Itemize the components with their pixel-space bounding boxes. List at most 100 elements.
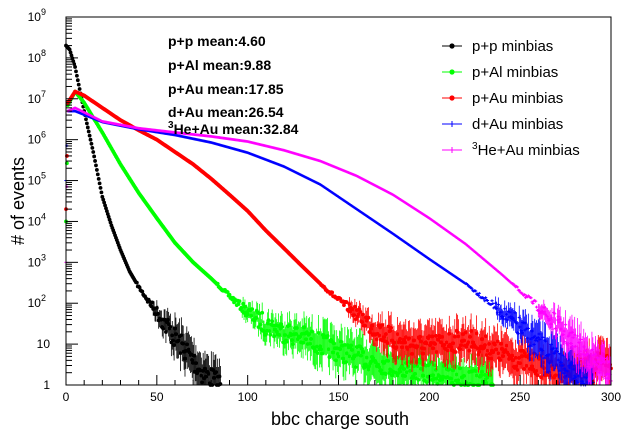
x-axis-title: bbc charge south [271,409,409,429]
data-point [155,311,160,316]
data-point [433,334,438,338]
data-point [364,355,369,360]
data-point [366,315,371,320]
data-point [347,302,352,306]
data-point [338,347,343,352]
legend-entry-4: 3He+Au minbias [442,141,580,159]
data-point [176,338,181,343]
data-point [405,347,410,352]
legend-entry-3: d+Au minbias [442,116,563,133]
data-point [432,363,437,368]
data-point [487,342,492,346]
data-point [74,69,78,74]
data-point [419,339,424,344]
data-point [459,343,464,348]
data-point [369,327,374,331]
data-point [477,350,482,354]
data-point [93,159,97,163]
x-tick-label: 0 [63,390,70,404]
data-point [344,351,349,356]
data-point [474,331,479,336]
data-point [164,330,168,334]
data-point [418,334,423,339]
data-point [535,373,540,378]
data-point [458,347,463,352]
annotation-heau-mean: 3He+Au mean:32.84 [168,120,299,137]
data-point [402,374,407,378]
data-point [245,312,250,317]
data-point [101,197,106,202]
data-point [88,137,93,142]
data-point [325,333,330,338]
data-point [498,358,503,362]
annotation-pal-mean: p+Al mean:9.88 [168,57,271,73]
data-point [467,348,472,353]
data-point [341,356,345,361]
data-point [237,299,242,304]
data-point [99,190,104,195]
data-point [92,154,97,159]
data-point [520,354,524,359]
series-4 [64,106,613,385]
data-point [165,317,170,322]
data-point [71,59,76,64]
data-point [504,343,509,348]
data-point [412,371,417,376]
data-point [374,337,379,342]
data-point [449,345,454,349]
data-point [178,351,183,355]
data-point [315,351,320,356]
data-point [350,348,355,352]
data-point [474,373,479,378]
data-point [456,334,461,339]
data-point [184,342,189,347]
data-point [67,47,72,52]
data-point [431,346,435,351]
data-point [260,310,265,315]
data-point [291,342,295,347]
data-point [402,340,407,345]
data-point [73,65,77,69]
data-point [494,347,499,352]
data-marks [64,43,613,387]
data-point [406,364,411,369]
data-point [84,121,89,126]
data-point [386,358,391,363]
x-tick-label: 150 [328,390,348,404]
data-point [267,329,272,333]
data-point [360,320,365,325]
data-point [361,350,365,355]
data-point [352,304,357,309]
data-point [94,168,99,172]
y-tick-label: 104 [28,211,46,228]
axes: 0 50 100 150 200 250 300 109 108 107 106 105 104 103 1… [28,7,622,404]
data-point [174,332,178,337]
data-point [236,302,241,306]
data-point [550,367,555,372]
data-point [411,338,416,343]
data-point [421,346,426,351]
data-point [107,217,112,222]
data-point [193,361,198,366]
legend-label: p+p minbias [472,38,553,55]
data-point [215,281,220,286]
data-point [499,341,503,346]
data-point [108,220,113,225]
data-point [403,361,408,365]
data-point [103,203,107,208]
data-point [456,378,461,383]
data-point [161,326,166,331]
data-point [270,319,275,324]
data-point [540,360,545,365]
data-point [213,370,218,375]
data-point [95,172,100,177]
data-point [290,338,295,342]
series-0 [64,43,223,387]
data-point [444,340,449,345]
legend-label: d+Au minbias [472,116,563,133]
data-point [529,357,533,362]
data-point [429,360,434,365]
data-point [416,377,421,382]
data-point [447,367,452,372]
data-point [380,323,384,327]
